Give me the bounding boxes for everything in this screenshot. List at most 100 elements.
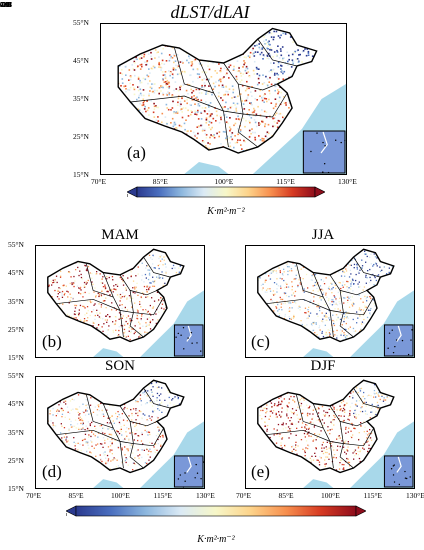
colorbar-max-extend bbox=[314, 186, 325, 198]
panel-c-title: JJA bbox=[311, 227, 335, 243]
province-boundary bbox=[339, 443, 354, 469]
map-svg-b bbox=[47, 248, 204, 357]
bay-of-bengal bbox=[93, 348, 124, 357]
south-china-sea-inset bbox=[383, 324, 414, 357]
province-boundary bbox=[322, 296, 344, 313]
lat-tick: 15°N bbox=[8, 484, 24, 493]
province-boundary bbox=[119, 274, 158, 296]
south-china-sea-inset bbox=[173, 455, 204, 488]
province-boundary bbox=[143, 387, 171, 409]
country-border bbox=[257, 248, 395, 343]
lon-tick: 115°E bbox=[363, 491, 383, 500]
panel-label-b: (b) bbox=[42, 332, 62, 351]
china-land bbox=[47, 380, 184, 473]
colorbar-tick-label: -0.7 bbox=[0, 0, 12, 9]
colorbar-bottom-unit: K·m²·m⁻² bbox=[197, 534, 235, 545]
map-svg-d bbox=[47, 379, 204, 488]
province-boundary bbox=[322, 427, 344, 444]
lon-tick: 115°E bbox=[276, 177, 295, 186]
province-boundary bbox=[129, 443, 144, 469]
map-panel-c bbox=[245, 245, 415, 358]
lon-tick: 70°E bbox=[91, 177, 107, 186]
lat-tick: 55°N bbox=[8, 371, 24, 380]
province-boundary bbox=[339, 421, 375, 447]
lat-tick: 35°N bbox=[8, 296, 24, 306]
lat-tick: 25°N bbox=[73, 132, 89, 141]
lon-tick: 130°E bbox=[338, 177, 357, 186]
province-boundary bbox=[174, 47, 214, 94]
bay-of-bengal bbox=[93, 479, 124, 488]
province-boundary bbox=[56, 429, 124, 469]
colorbar-tick-label: -2.1 bbox=[0, 0, 12, 9]
province-boundary bbox=[112, 427, 134, 444]
province-boundary bbox=[296, 263, 324, 298]
lat-tick: 45°N bbox=[8, 399, 24, 409]
map-svg-c bbox=[257, 248, 414, 357]
province-boundary bbox=[112, 296, 134, 313]
panel-b-title: MAM bbox=[101, 227, 139, 243]
province-boundary bbox=[339, 312, 354, 338]
map-panel-a bbox=[100, 23, 347, 175]
colorbar-tick-label: 2.1 bbox=[0, 0, 10, 9]
colorbar-tick-label: 0.0 bbox=[0, 0, 10, 9]
lon-tick: 130°E bbox=[406, 491, 424, 500]
map-svg-e bbox=[257, 379, 414, 488]
lat-tick: 55°N bbox=[73, 18, 89, 27]
country-border bbox=[47, 248, 185, 343]
province-boundary bbox=[129, 421, 165, 447]
colorbar-tick-label: -1.4 bbox=[0, 0, 12, 9]
lon-tick: 100°E bbox=[321, 491, 340, 500]
province-boundary bbox=[339, 290, 375, 316]
colorbar-tick-label: 1.4 bbox=[0, 0, 10, 9]
colorbar-gradient bbox=[136, 186, 316, 198]
lon-tick: 100°E bbox=[111, 491, 130, 500]
panel-label-e: (e) bbox=[251, 462, 270, 481]
bay-of-bengal bbox=[303, 479, 334, 488]
south-china-sea-inset bbox=[173, 324, 204, 357]
country-border bbox=[257, 379, 395, 474]
province-boundary bbox=[312, 272, 324, 298]
province-boundary bbox=[86, 394, 114, 429]
province-boundary bbox=[257, 38, 298, 67]
colorbar-tick-label: -2.1 bbox=[0, 0, 12, 9]
province-boundary bbox=[86, 263, 114, 298]
province-boundary bbox=[329, 274, 368, 296]
bay-of-bengal bbox=[303, 348, 334, 357]
colorbar-tick-label: 0.7 bbox=[0, 0, 10, 9]
south-china-sea-inset bbox=[302, 130, 346, 174]
province-boundary bbox=[296, 394, 324, 429]
colorbar-top bbox=[127, 186, 325, 198]
map-panel-d bbox=[35, 376, 205, 489]
lat-tick: 45°N bbox=[73, 56, 89, 65]
panel-label-d: (d) bbox=[42, 462, 62, 481]
province-boundary bbox=[119, 405, 158, 427]
map-panel-b bbox=[35, 245, 205, 358]
colorbar-tick-label: -0.7 bbox=[0, 0, 12, 9]
colorbar-tick-label: 0.0 bbox=[0, 0, 10, 9]
province-boundary bbox=[266, 429, 334, 469]
province-boundary bbox=[353, 256, 381, 278]
province-boundary bbox=[312, 403, 324, 429]
bay-of-bengal bbox=[184, 162, 229, 174]
south-china-sea-inset bbox=[383, 455, 414, 488]
colorbar-tick-label: 0.7 bbox=[0, 0, 10, 9]
lon-tick: 100°E bbox=[214, 177, 234, 186]
province-boundary bbox=[213, 92, 244, 115]
province-boundary bbox=[102, 272, 114, 298]
province-boundary bbox=[223, 62, 278, 91]
china-land bbox=[47, 249, 184, 342]
province-boundary bbox=[102, 403, 114, 429]
colorbar-min-extend bbox=[127, 186, 138, 198]
province-boundary bbox=[266, 298, 334, 338]
colorbar-tick-label: -2.8 bbox=[0, 0, 12, 9]
province-boundary bbox=[129, 290, 165, 316]
lon-tick: 85°E bbox=[278, 491, 294, 500]
province-boundary bbox=[353, 387, 381, 409]
lat-tick: 35°N bbox=[73, 94, 89, 103]
map-panel-e bbox=[245, 376, 415, 489]
panel-d-title: SON bbox=[104, 358, 135, 374]
colorbar-tick-label: -1.4 bbox=[0, 0, 12, 9]
china-land bbox=[257, 380, 394, 473]
colorbar-gradient bbox=[75, 505, 357, 517]
panel-label-a: (a) bbox=[127, 143, 146, 162]
